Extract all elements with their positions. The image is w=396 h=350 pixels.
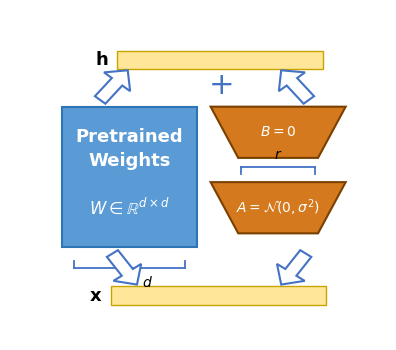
Text: $+$: $+$	[208, 71, 232, 100]
Text: $r$: $r$	[274, 148, 282, 162]
Polygon shape	[107, 250, 141, 285]
Text: $W \in \mathbb{R}^{d\times d}$: $W \in \mathbb{R}^{d\times d}$	[89, 197, 170, 218]
Text: Pretrained
Weights: Pretrained Weights	[76, 128, 183, 169]
Polygon shape	[277, 250, 311, 285]
FancyBboxPatch shape	[111, 286, 326, 305]
Polygon shape	[95, 70, 130, 104]
Text: $d$: $d$	[142, 275, 153, 290]
Text: $B = 0$: $B = 0$	[260, 125, 296, 139]
Text: $A = \mathcal{N}(0,\sigma^2)$: $A = \mathcal{N}(0,\sigma^2)$	[236, 197, 320, 218]
Polygon shape	[211, 107, 346, 158]
FancyBboxPatch shape	[117, 51, 323, 69]
Polygon shape	[211, 182, 346, 233]
Text: h: h	[95, 51, 108, 69]
Text: x: x	[90, 287, 101, 304]
FancyBboxPatch shape	[62, 107, 197, 247]
Polygon shape	[279, 70, 314, 104]
